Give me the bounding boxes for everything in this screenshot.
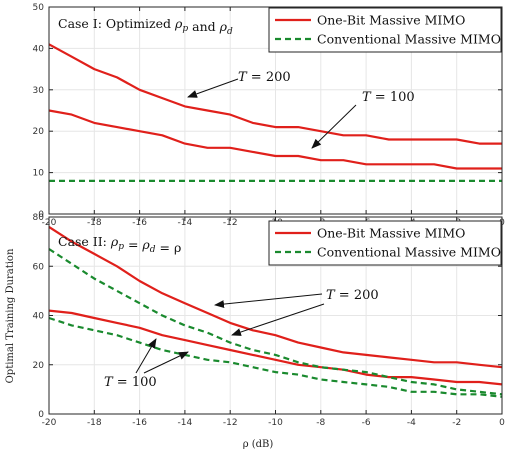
x-tick-label: -20 — [42, 418, 57, 428]
series-line — [48, 248, 503, 396]
legend-box — [268, 220, 502, 266]
annotation-label: T = 100 — [104, 375, 157, 390]
x-tick-label: -18 — [87, 218, 102, 228]
annotation-layer: Case I: Optimized ρp and ρd T = 200 T = 10… — [58, 16, 415, 390]
annotation-label: T = 100 — [362, 90, 415, 105]
y-tick-label: 80 — [33, 213, 45, 223]
x-tick-label: -16 — [132, 418, 147, 428]
annotation-arrow — [231, 303, 325, 336]
y-tick-label: 30 — [33, 86, 45, 96]
y-tick-label: 40 — [33, 44, 45, 54]
y-tick-label: 0 — [38, 410, 44, 420]
y-tick-label: 0 — [38, 210, 44, 220]
y-tick-label: 20 — [33, 127, 45, 137]
legend-label: Conventional Massive MIMO — [317, 245, 501, 260]
series-line — [48, 43, 502, 145]
legend-layer: One-Bit Massive MIMO Conventional Massive… — [268, 7, 502, 266]
series-line — [48, 309, 503, 386]
y-tick-label: 20 — [33, 361, 45, 371]
series-line — [48, 109, 502, 170]
series-line — [48, 316, 503, 398]
y-axis-shared-label: Optimal Training Duration — [5, 248, 16, 383]
y-tick-label: 60 — [33, 262, 45, 272]
x-axis-label: ρ (dB) — [243, 439, 274, 450]
x-tick-label: -6 — [362, 418, 371, 428]
y-tick-label: 40 — [33, 312, 45, 322]
legend-box — [268, 7, 502, 53]
legend-label: One-Bit Massive MIMO — [317, 13, 465, 28]
annotation-arrow — [143, 351, 189, 374]
x-tick-label: -12 — [223, 218, 238, 228]
annotation-arrow — [187, 78, 239, 98]
x-tick-label: -4 — [407, 418, 416, 428]
x-tick-label: -16 — [132, 218, 147, 228]
x-tick-label: -12 — [223, 418, 238, 428]
series-line — [48, 225, 503, 369]
x-tick-label: -18 — [87, 418, 102, 428]
case-title: Case II: ρp = ρd = ρ — [58, 234, 181, 255]
annotation-label: T = 200 — [238, 70, 291, 85]
annotation-arrow — [135, 338, 157, 374]
legend-label: Conventional Massive MIMO — [317, 32, 501, 47]
annotation-arrow — [214, 293, 323, 309]
case-title: Case I: Optimized ρp and ρd — [58, 16, 233, 37]
x-tick-label: -10 — [268, 418, 283, 428]
x-tick-label: -14 — [178, 418, 193, 428]
x-tick-label: -20 — [42, 218, 57, 228]
annotation-arrow — [311, 104, 357, 149]
annotation-label: T = 200 — [326, 288, 379, 303]
x-tick-label: 0 — [499, 418, 505, 428]
x-tick-label: -14 — [178, 218, 193, 228]
x-tick-label: -2 — [452, 418, 461, 428]
y-tick-label: 50 — [33, 3, 45, 13]
legend-label: One-Bit Massive MIMO — [317, 226, 465, 241]
y-tick-label: 10 — [33, 169, 45, 179]
x-tick-label: -8 — [316, 418, 325, 428]
series-layer — [48, 43, 503, 398]
x-tick-label: 0 — [499, 218, 505, 228]
